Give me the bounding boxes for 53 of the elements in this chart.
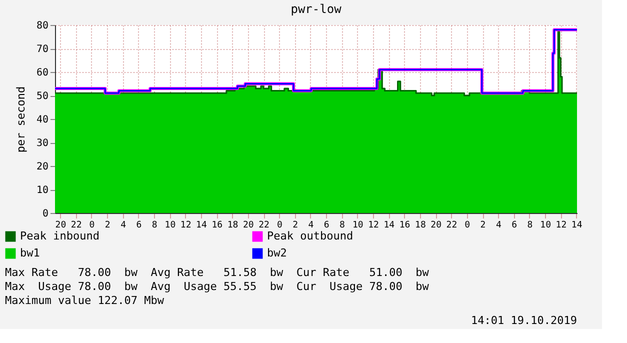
y-tick-label: 20	[36, 162, 48, 172]
x-tick-label: 14	[384, 220, 395, 230]
legend-label: Peak outbound	[267, 230, 354, 243]
x-tick-label: 16	[399, 220, 410, 230]
x-tick-label: 4	[496, 220, 502, 230]
x-tick-label: 20	[55, 220, 66, 230]
x-tick-label: 14	[196, 220, 207, 230]
legend-label: bw2	[267, 246, 287, 260]
x-tick-label: 12	[556, 220, 567, 230]
x-tick-label: 22	[258, 220, 270, 230]
text: Max Usage 78.00 bw Avg Usage 55.55 bw Cur Usage 78.00 bw	[5, 280, 430, 293]
text: Maximum value 122.07 Mbw	[5, 294, 164, 307]
x-tick-label: 18	[227, 220, 238, 230]
x-tick-label: 10	[352, 220, 364, 230]
x-tick-label: 20	[242, 220, 254, 230]
x-tick-label: 12	[180, 220, 192, 230]
x-tick-label: 4	[308, 220, 314, 230]
legend-label: Peak inbound	[20, 230, 100, 243]
x-tick-label: 16	[212, 220, 223, 230]
x-tick-label: 12	[368, 220, 379, 230]
x-tick-label: 10	[164, 220, 176, 230]
x-tick-label: 2	[104, 220, 110, 230]
y-tick-label: 50	[36, 91, 48, 102]
y-tick-label: 80	[36, 20, 48, 32]
y-tick-label: 30	[36, 138, 48, 149]
x-tick-label: 6	[136, 220, 142, 230]
x-tick-label: 20	[430, 220, 442, 230]
text: Max Rate 78.00 bw Avg Rate 51.58 bw Cur Rate 51.00 bw	[5, 266, 430, 279]
y-tick-label: 60	[36, 68, 48, 78]
x-tick-label: 8	[340, 220, 345, 230]
x-tick-label: 6	[324, 220, 330, 230]
x-tick-label: 6	[512, 220, 517, 230]
x-tick-label: 2	[480, 220, 486, 230]
x-tick-label: 8	[527, 220, 533, 230]
chart-title: pwr-low	[290, 2, 342, 16]
x-tick-label: 0	[276, 220, 282, 230]
x-tick-label: 22	[446, 220, 458, 230]
y-tick-label: 0	[42, 208, 48, 220]
x-tick-label: 2	[292, 220, 298, 230]
text: 14:01 19.10.2019	[471, 314, 577, 327]
y-axis-title: per second	[14, 86, 28, 153]
x-tick-label: 8	[152, 220, 158, 230]
y-tick-label: 70	[36, 44, 48, 55]
legend-label: bw1	[20, 246, 40, 260]
x-tick-label: 0	[89, 220, 95, 230]
x-tick-label: 22	[70, 220, 82, 230]
x-tick-label: 4	[120, 220, 126, 230]
x-tick-label: 10	[540, 220, 551, 230]
x-tick-label: 18	[415, 220, 426, 230]
x-tick-label: 0	[464, 220, 470, 230]
y-tick-label: 40	[36, 114, 48, 126]
x-tick-label: 14	[571, 220, 582, 230]
y-tick-label: 10	[36, 185, 48, 196]
